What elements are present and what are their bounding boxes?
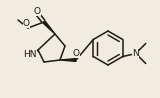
Text: HN: HN	[23, 49, 37, 59]
Text: N: N	[132, 49, 139, 58]
Polygon shape	[60, 59, 76, 61]
Polygon shape	[43, 21, 55, 34]
Text: O: O	[33, 6, 40, 15]
Text: O: O	[72, 49, 80, 58]
Text: O: O	[23, 19, 29, 28]
